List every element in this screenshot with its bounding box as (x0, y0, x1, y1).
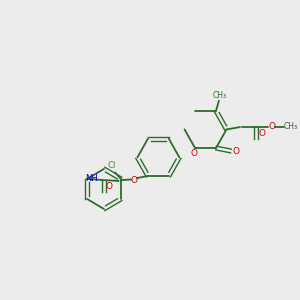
Text: O: O (191, 149, 198, 158)
Text: CH₃: CH₃ (212, 91, 226, 100)
Text: CH₃: CH₃ (283, 122, 297, 131)
Text: O: O (106, 182, 113, 191)
Text: O: O (268, 122, 275, 131)
Text: NH: NH (85, 174, 98, 183)
Text: Cl: Cl (107, 161, 116, 170)
Text: O: O (130, 176, 137, 185)
Text: O: O (232, 147, 239, 156)
Text: O: O (258, 129, 265, 138)
